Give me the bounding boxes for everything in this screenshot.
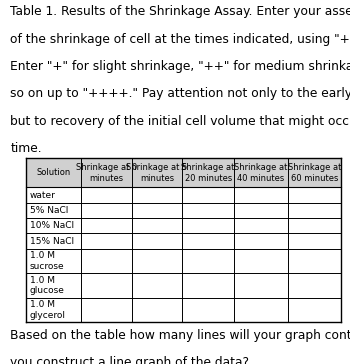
Text: Shrinkage at
40 minutes: Shrinkage at 40 minutes xyxy=(234,163,288,183)
Text: so on up to "++++." Pay attention not only to the early effects,: so on up to "++++." Pay attention not on… xyxy=(10,87,350,100)
Text: Based on the table how many lines will your graph contain if: Based on the table how many lines will y… xyxy=(10,329,350,343)
Text: but to recovery of the initial cell volume that might occur with: but to recovery of the initial cell volu… xyxy=(10,115,350,128)
Text: Shrinkage at 0
minutes: Shrinkage at 0 minutes xyxy=(76,163,137,183)
Text: 10% NaCl: 10% NaCl xyxy=(30,221,74,230)
Text: Solution: Solution xyxy=(37,169,71,177)
Text: 1.0 M
glycerol: 1.0 M glycerol xyxy=(30,300,66,320)
Text: of the shrinkage of cell at the times indicated, using "+" marks.: of the shrinkage of cell at the times in… xyxy=(10,33,350,46)
Text: 1.0 M
glucose: 1.0 M glucose xyxy=(30,276,65,295)
Text: you construct a line graph of the data?: you construct a line graph of the data? xyxy=(10,356,250,364)
Text: Shrinkage at
20 minutes: Shrinkage at 20 minutes xyxy=(181,163,235,183)
Text: time.: time. xyxy=(10,142,42,155)
Text: 1.0 M
sucrose: 1.0 M sucrose xyxy=(30,251,64,270)
Text: Shrinkage at
60 minutes: Shrinkage at 60 minutes xyxy=(288,163,341,183)
Text: Table 1. Results of the Shrinkage Assay. Enter your assessment: Table 1. Results of the Shrinkage Assay.… xyxy=(10,5,350,19)
Text: Shrinkage at 5
minutes: Shrinkage at 5 minutes xyxy=(126,163,188,183)
Bar xyxy=(26,158,341,187)
Text: 5% NaCl: 5% NaCl xyxy=(30,206,68,215)
Text: water: water xyxy=(30,191,56,199)
Text: 15% NaCl: 15% NaCl xyxy=(30,237,74,245)
Text: Enter "+" for slight shrinkage, "++" for medium shrinkage, and: Enter "+" for slight shrinkage, "++" for… xyxy=(10,60,350,73)
